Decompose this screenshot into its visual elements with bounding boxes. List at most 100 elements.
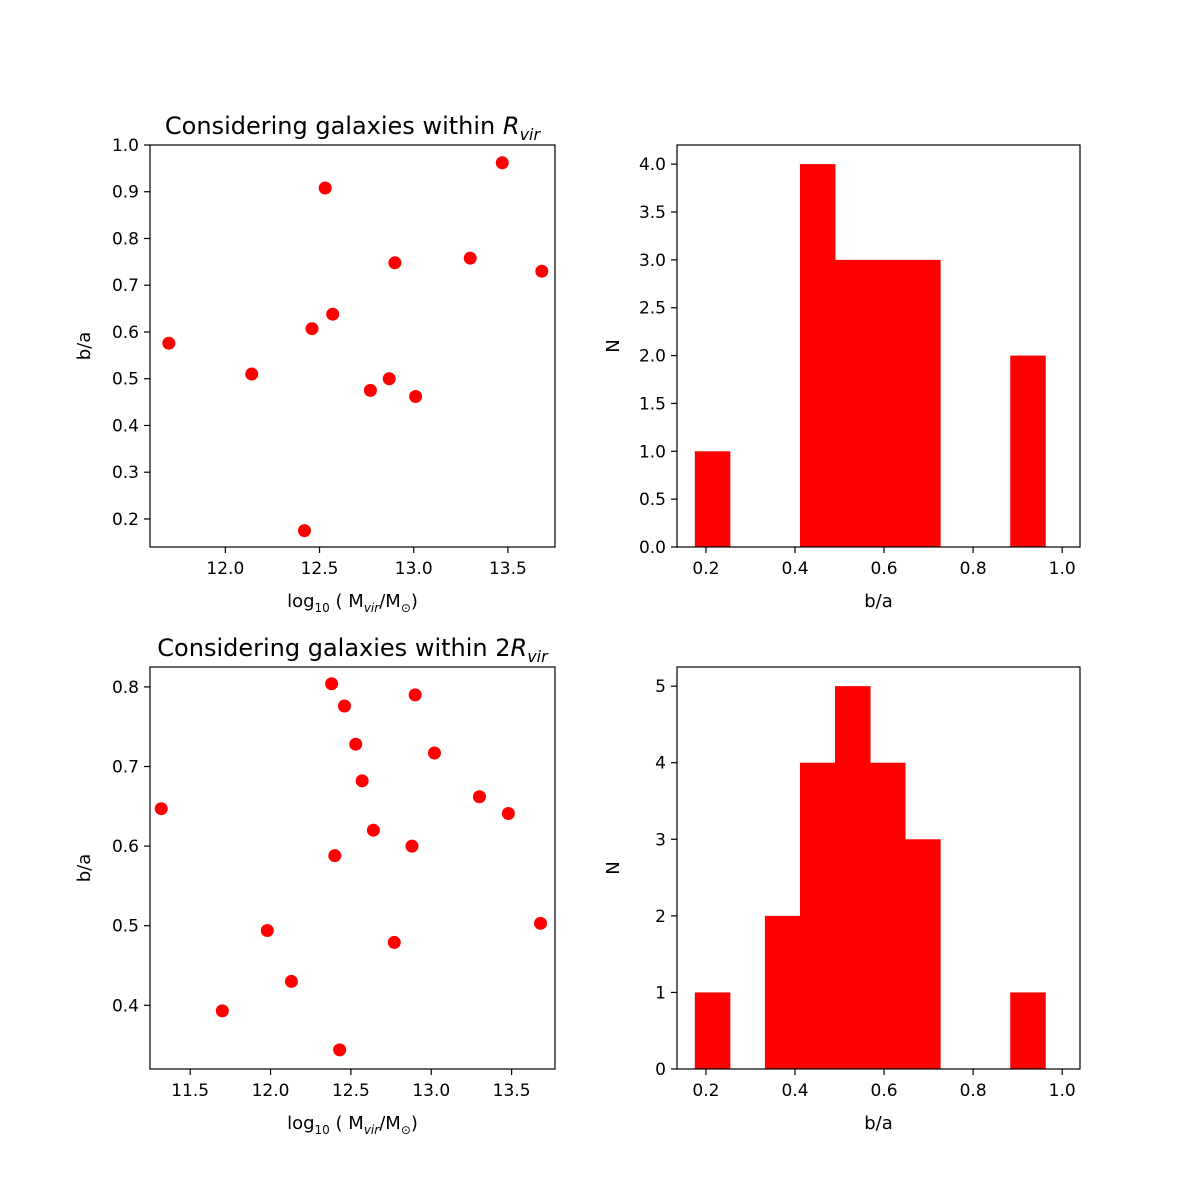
x-tick-label: 1.0 [1049,559,1076,579]
scatter-point [305,322,319,336]
scatter-point [472,790,486,804]
y-tick-label: 0.5 [639,490,666,510]
histogram-bar [834,686,871,1069]
y-tick-label: 2.0 [639,347,666,367]
histogram-bar [870,259,906,547]
y-tick-label: 0.6 [112,323,139,343]
y-tick-label: 2.5 [639,299,666,319]
histogram-bar [905,839,941,1069]
x-tick-label: 13.5 [493,1081,531,1101]
y-axis-label: N [603,339,624,352]
scatter-point [387,935,401,949]
y-axis-label: b/a [74,854,95,883]
x-tick-label: 12.5 [301,559,339,579]
y-tick-label: 4.0 [639,155,666,175]
scatter-point [245,367,259,381]
y-tick-label: 3.0 [639,251,666,271]
axes-frame [676,666,1081,1070]
x-tick-label: 12.5 [332,1081,370,1101]
x-tick-label: 0.4 [781,559,808,579]
scatter-point [495,156,509,170]
histogram-bars [694,164,1046,547]
scatter-point [328,849,342,863]
scatter-point [284,974,298,988]
y-tick-label: 1.0 [112,136,139,156]
y-tick-label: 0.4 [112,996,139,1016]
scatter-point [297,524,311,538]
scatter-point [535,264,549,278]
y-tick-label: 0.2 [112,510,139,530]
scatter-point [405,839,419,853]
x-tick-label: 0.6 [871,1081,898,1101]
x-axis-label: log10 ( Mvir/M⊙) [287,591,418,615]
x-tick-label: 11.5 [171,1081,209,1101]
y-tick-label: 0.5 [112,370,139,390]
scatter-point [382,372,396,386]
scatter-point [333,1043,347,1057]
y-tick-label: 5 [655,677,666,697]
x-tick-label: 0.4 [781,1081,808,1101]
scatter-point [501,806,515,820]
y-tick-label: 0.0 [639,538,666,558]
x-tick-label: 12.0 [252,1081,290,1101]
scatter-point [154,802,168,816]
y-tick-label: 0 [655,1060,666,1080]
scatter-point [260,923,274,937]
y-tick-label: 0.9 [112,183,139,203]
histogram-bar [799,164,836,547]
x-tick-label: 13.0 [395,559,433,579]
x-axis-label: b/a [864,591,893,612]
scatter-point [409,389,423,403]
y-tick-label: 0.3 [112,463,139,483]
scatter-point [162,336,176,350]
y-tick-label: 3.5 [639,203,666,223]
panel-1-scatter: 12.0 12.5 13.0 13.5 0.2 0.3 0.4 0.5 0.6 0.7 0.8 0.9… [74,112,556,615]
scatter-point [427,746,441,760]
histogram-bar [1010,992,1046,1069]
scatter-point [318,181,332,195]
scatter-point [534,916,548,930]
y-tick-label: 0.8 [112,678,139,698]
x-tick-label: 0.6 [871,559,898,579]
scatter-point [326,307,340,321]
histogram-bar [870,762,906,1069]
scatter-point [366,823,380,837]
y-tick-label: 1.5 [639,394,666,414]
y-tick-label: 0.8 [112,229,139,249]
x-tick-label: 0.8 [960,1081,987,1101]
x-tick-label: 0.8 [960,559,987,579]
histogram-bar [1010,355,1046,547]
histogram-bar [694,451,731,547]
scatter-point [408,688,422,702]
axes-frame [676,144,1081,548]
x-tick-label: 12.0 [206,559,244,579]
x-axis-label: b/a [864,1113,893,1134]
scatter-point [388,256,402,270]
y-tick-label: 4 [655,754,666,774]
axes-frame [149,666,556,1070]
panel-3-scatter: 11.5 12.0 12.5 13.0 13.5 0.4 0.5 0.6 0.7 0.8 b/a lo… [74,634,556,1137]
y-axis-label: b/a [74,332,95,361]
y-tick-label: 2 [655,907,666,927]
panel-4-histogram: 0.2 0.4 0.6 0.8 1.0 0 1 2 3 4 5 Nb/a [603,666,1081,1134]
y-tick-label: 1 [655,983,666,1003]
histogram-bar [799,762,836,1069]
histogram-bar [834,259,871,547]
histogram-bars [694,686,1046,1069]
y-tick-label: 0.4 [112,416,139,436]
y-tick-label: 1.0 [639,442,666,462]
y-tick-label: 0.6 [112,837,139,857]
y-tick-label: 3 [655,830,666,850]
x-tick-label: 13.0 [412,1081,450,1101]
x-tick-label: 0.2 [692,559,719,579]
x-axis-label: log10 ( Mvir/M⊙) [287,1113,418,1137]
panel-title: Considering galaxies within 2Rvir [157,634,549,666]
scatter-point [349,737,363,751]
y-tick-label: 0.5 [112,917,139,937]
scatter-point [463,251,477,265]
y-tick-label: 0.7 [112,276,139,296]
panel-title: Considering galaxies within Rvir [165,112,542,144]
scatter-point [355,774,369,788]
scatter-point [363,383,377,397]
